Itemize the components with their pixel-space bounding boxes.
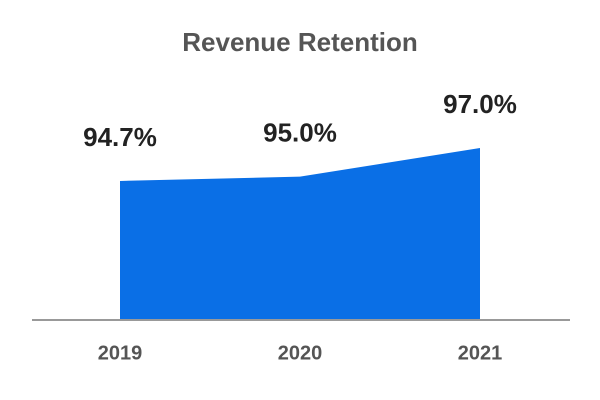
- value-label: 94.7%: [83, 122, 157, 152]
- x-tick-label: 2019: [98, 342, 143, 364]
- x-tick-label: 2020: [278, 342, 323, 364]
- area: [120, 148, 480, 320]
- x-tick-label: 2021: [458, 342, 503, 364]
- value-label: 95.0%: [263, 118, 337, 148]
- chart-title: Revenue Retention: [182, 27, 418, 57]
- value-label: 97.0%: [443, 89, 517, 119]
